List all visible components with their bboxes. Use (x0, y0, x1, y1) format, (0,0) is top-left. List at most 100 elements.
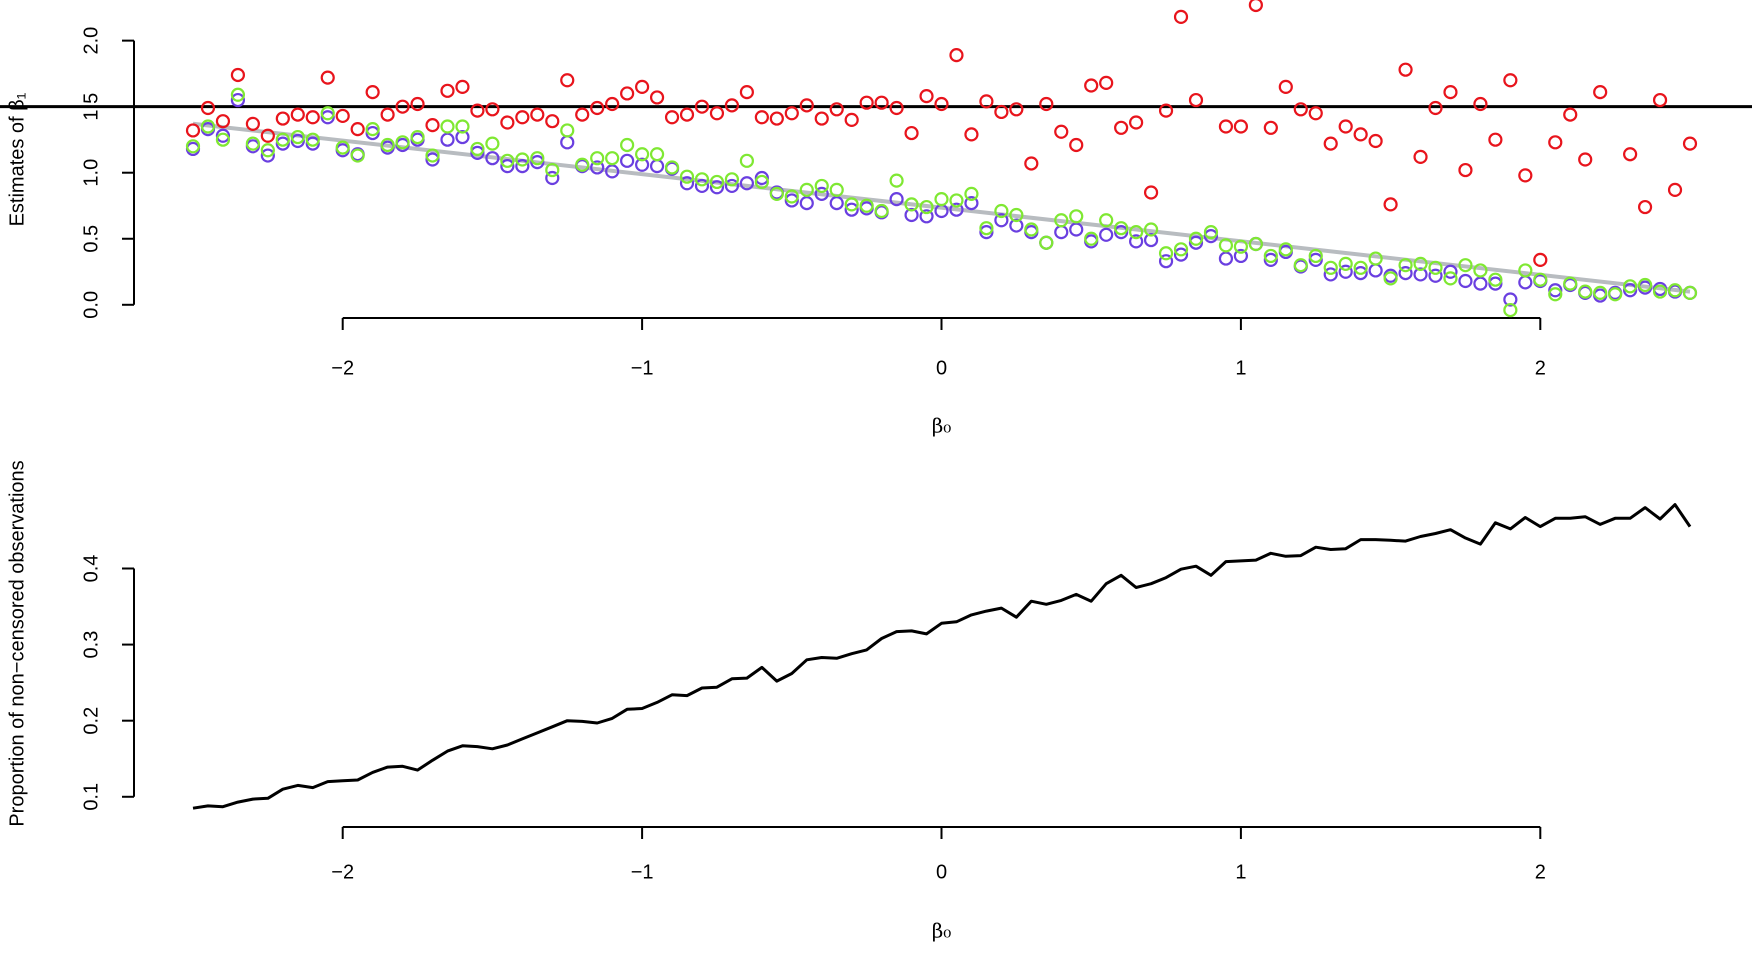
point (889, 100, 904, 116)
point (844, 197, 859, 212)
point (694, 178, 710, 194)
point (575, 107, 590, 122)
point (964, 195, 979, 211)
point (1413, 267, 1428, 282)
point (1158, 103, 1174, 118)
point (694, 172, 710, 187)
point (844, 202, 859, 217)
x-axis-title: β₀ (932, 919, 952, 943)
point (739, 176, 754, 191)
point (1203, 229, 1219, 244)
point (620, 153, 635, 168)
point (1054, 213, 1069, 228)
point (1143, 185, 1159, 200)
point (874, 203, 889, 219)
point (979, 94, 994, 109)
point (709, 106, 725, 121)
point (560, 73, 575, 88)
point (1218, 251, 1234, 266)
point (1383, 197, 1398, 212)
point (1368, 133, 1383, 149)
point (754, 174, 769, 190)
point (455, 129, 470, 145)
x-tick-label: −2 (331, 861, 354, 883)
point (620, 86, 635, 101)
point (1308, 252, 1323, 267)
point (1488, 276, 1503, 291)
point (380, 107, 395, 122)
point (1263, 248, 1278, 264)
point (814, 111, 829, 126)
point (1563, 276, 1578, 291)
point (1218, 119, 1234, 134)
point (1039, 96, 1054, 112)
point (829, 195, 844, 211)
point (395, 135, 410, 150)
point (949, 202, 964, 217)
point (485, 136, 500, 151)
point (290, 129, 305, 145)
point (1443, 85, 1458, 100)
point (1623, 147, 1638, 162)
point (1233, 239, 1249, 254)
point (515, 110, 530, 125)
point (290, 133, 305, 149)
point (634, 147, 650, 162)
point (245, 136, 260, 151)
y-tick-label: 1.0 (80, 159, 102, 187)
point (679, 169, 695, 184)
x-tick-label: 0 (936, 861, 947, 883)
point (664, 110, 680, 125)
point (380, 137, 395, 153)
point (1413, 149, 1428, 164)
point (1218, 238, 1234, 253)
point (1548, 135, 1563, 150)
point (260, 128, 275, 143)
point (694, 99, 710, 114)
point (769, 186, 784, 201)
point (560, 123, 575, 138)
point (410, 129, 425, 145)
point (829, 182, 844, 197)
point (754, 170, 769, 186)
point (515, 152, 530, 167)
point (919, 209, 934, 224)
data-line (192, 121, 1691, 294)
point (634, 79, 650, 94)
point (620, 137, 635, 153)
point (260, 143, 275, 158)
point (1637, 277, 1653, 293)
point (1308, 106, 1323, 121)
x-axis-title: β₀ (932, 414, 952, 438)
point (1129, 234, 1144, 249)
point (754, 110, 769, 125)
point (1069, 209, 1084, 224)
point (1278, 79, 1293, 94)
point (1667, 283, 1683, 298)
point (275, 111, 290, 126)
point (1548, 287, 1563, 302)
point (1682, 285, 1698, 301)
point (1503, 73, 1518, 88)
point (649, 159, 665, 174)
point (530, 151, 545, 166)
point (649, 147, 665, 162)
point (365, 122, 380, 137)
point (934, 96, 949, 112)
point (979, 221, 994, 236)
x-tick-label: 1 (1235, 861, 1246, 883)
point (1069, 222, 1084, 237)
point (425, 152, 440, 167)
point (1428, 100, 1443, 116)
point (590, 160, 605, 175)
point (1009, 207, 1024, 223)
point (350, 122, 365, 137)
point (724, 178, 740, 194)
point (1667, 182, 1683, 197)
point (1518, 168, 1533, 183)
point (1652, 92, 1668, 108)
point (1203, 225, 1219, 240)
x-tick-label: −1 (631, 861, 654, 883)
point (739, 85, 754, 100)
point (1458, 258, 1473, 273)
